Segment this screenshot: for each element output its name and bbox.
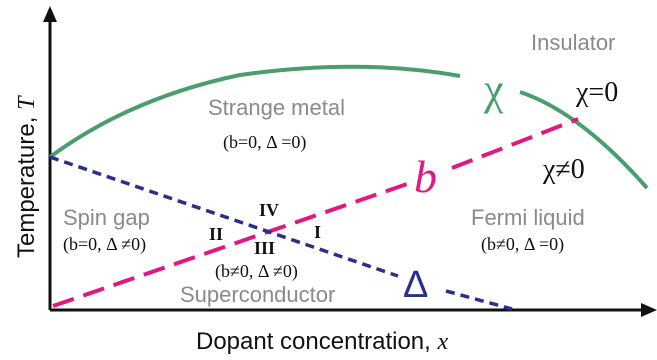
delta-line-right [445,289,513,311]
x-axis-label: Dopant concentration, x [196,328,449,355]
chi-curve-left [48,64,461,159]
axes [43,6,657,317]
strange-metal-label: Strange metal [208,95,345,120]
superconductor-params: (b≠0, Δ ≠0) [215,261,298,282]
delta-line-left [49,155,399,278]
superconductor-label: Superconductor [180,282,335,307]
b-line-upper [451,117,579,170]
strange-metal-params: (b=0, Δ =0) [223,132,306,153]
chi-curve-label: χ [483,65,504,114]
delta-line-label: Δ [403,264,428,306]
insulator-label: Insulator [531,30,615,55]
y-axis-label-text: Temperature, [13,110,40,258]
spin-gap-label: Spin gap [63,205,150,230]
y-axis-arrow [43,6,57,22]
quadrant-iii: III [254,238,275,258]
fermi-liquid-label: Fermi liquid [471,205,585,230]
y-axis-label: Temperature, T [13,95,40,258]
x-axis-arrow [641,303,657,317]
y-axis-label-var: T [14,95,40,110]
chi-zero-label: χ=0 [575,77,618,108]
quadrant-iv: IV [259,200,279,220]
b-line-label: b [414,151,437,202]
quadrant-i: I [314,222,321,242]
x-axis-label-var: x [437,329,449,355]
spin-gap-params: (b=0, Δ ≠0) [63,234,146,255]
chi-nonzero-label: χ≠0 [542,154,585,185]
fermi-liquid-params: (b≠0, Δ =0) [481,234,564,255]
chi-curve-right [519,90,649,190]
x-axis-label-text: Dopant concentration, [196,328,438,355]
quadrant-ii: II [209,224,223,244]
